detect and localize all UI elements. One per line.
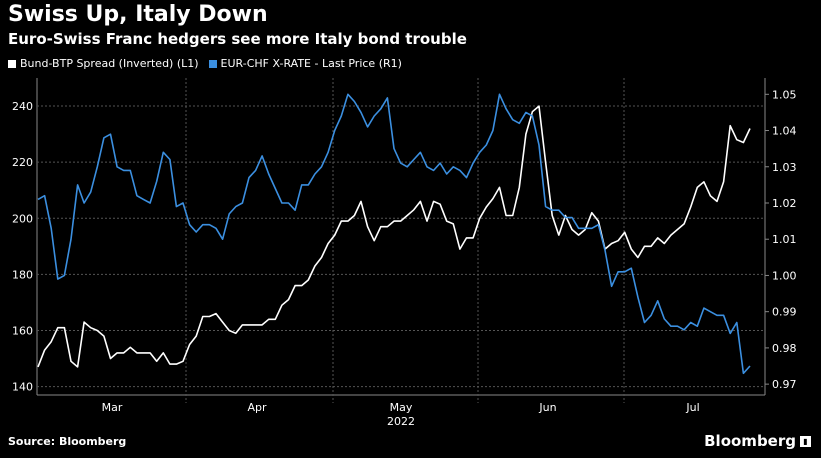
x-tick-label: Jul — [685, 401, 699, 414]
right-tick-label: 1.04 — [772, 125, 797, 138]
chart-title: Swiss Up, Italy Down — [8, 2, 268, 27]
chart-subtitle: Euro-Swiss Franc hedgers see more Italy … — [8, 30, 467, 48]
left-tick-label: 140 — [12, 381, 33, 394]
brand-mark-icon: ▮ — [800, 435, 811, 447]
brand-text: Bloomberg — [704, 432, 796, 450]
right-tick-label: 1.01 — [772, 233, 797, 246]
x-tick-label: Apr — [247, 401, 267, 414]
left-tick-label: 180 — [12, 268, 33, 281]
left-tick-label: 220 — [12, 156, 33, 169]
x-tick-label: Jun — [538, 401, 556, 414]
right-tick-label: 1.00 — [772, 269, 797, 282]
series-line-eurchf — [37, 93, 751, 375]
bloomberg-logo: Bloomberg ▮ — [704, 432, 811, 450]
legend-item-eurchf: EUR-CHF X-RATE - Last Price (R1) — [208, 57, 402, 70]
x-year-label: 2022 — [387, 415, 415, 428]
right-tick-label: 1.05 — [772, 88, 797, 101]
left-tick-label: 240 — [12, 100, 33, 113]
series-line-spread — [37, 105, 751, 368]
right-tick-label: 0.98 — [772, 342, 797, 355]
source-note: Source: Bloomberg — [8, 435, 127, 448]
legend-swatch-blue — [208, 59, 217, 68]
legend-item-spread: Bund-BTP Spread (Inverted) (L1) — [8, 57, 199, 70]
legend-swatch-white — [8, 59, 16, 68]
left-tick-label: 200 — [12, 212, 33, 225]
legend-label-eurchf: EUR-CHF X-RATE - Last Price (R1) — [220, 57, 402, 70]
right-tick-label: 0.99 — [772, 306, 797, 319]
legend-label-spread: Bund-BTP Spread (Inverted) (L1) — [20, 57, 199, 70]
legend: Bund-BTP Spread (Inverted) (L1) EUR-CHF … — [8, 57, 412, 70]
x-tick-label: May — [390, 401, 413, 414]
left-tick-label: 160 — [12, 324, 33, 337]
x-tick-label: Mar — [102, 401, 123, 414]
right-tick-label: 0.97 — [772, 378, 797, 391]
right-tick-label: 1.03 — [772, 161, 797, 174]
right-tick-label: 1.02 — [772, 197, 797, 210]
